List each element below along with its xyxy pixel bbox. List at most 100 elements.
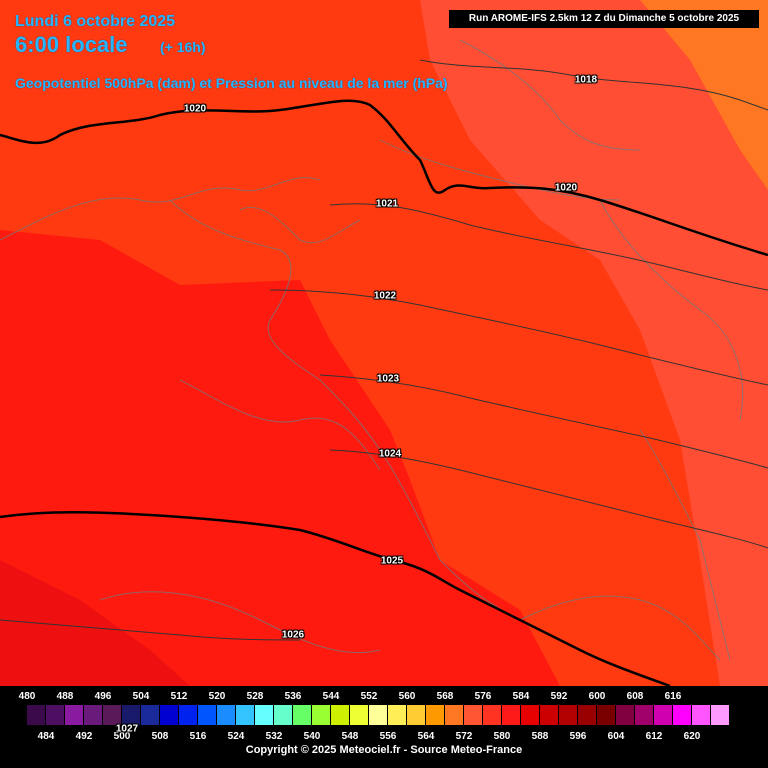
legend-cell <box>597 705 616 725</box>
parameter-title: Geopotentiel 500hPa (dam) et Pression au… <box>15 75 448 91</box>
legend-tick-bottom: 492 <box>75 731 93 742</box>
run-info: Run AROME-IFS 2.5km 12 Z du Dimanche 5 o… <box>449 10 759 28</box>
legend-tick-bottom: 588 <box>531 731 549 742</box>
zone-568 <box>640 0 768 190</box>
isobar-1024-line <box>329 449 768 549</box>
legend-tick-top: 528 <box>246 691 264 702</box>
isobar-label-1021: 1021 <box>375 198 399 210</box>
isobar-label-1020-west: 1020 <box>183 103 207 115</box>
legend-tick-top: 488 <box>56 691 74 702</box>
legend-cell <box>483 705 502 725</box>
legend-cell <box>46 705 65 725</box>
legend-cell <box>217 705 236 725</box>
legend-cell <box>331 705 350 725</box>
legend-cell <box>711 705 730 725</box>
legend-cell <box>293 705 312 725</box>
isobar-label-1023: 1023 <box>376 373 400 385</box>
legend-cell <box>578 705 597 725</box>
legend-tick-bottom: 500 <box>113 731 131 742</box>
legend-tick-bottom: 540 <box>303 731 321 742</box>
legend-cell <box>198 705 217 725</box>
legend-tick-top: 608 <box>626 691 644 702</box>
legend-tick-bottom: 580 <box>493 731 511 742</box>
legend-tick-top: 496 <box>94 691 112 702</box>
thick-isobars <box>0 99 768 688</box>
isobar-label-1022: 1022 <box>373 290 397 302</box>
legend-cell <box>521 705 540 725</box>
isobar-1026-line <box>0 619 301 641</box>
legend-tick-bottom: 596 <box>569 731 587 742</box>
legend-tick-bottom: 556 <box>379 731 397 742</box>
zone-584 <box>0 560 190 686</box>
legend-cell <box>426 705 445 725</box>
forecast-lead: (+ 16h) <box>160 39 206 55</box>
border-line-6 <box>519 595 721 661</box>
legend-cell <box>141 705 160 725</box>
legend-tick-top: 544 <box>322 691 340 702</box>
legend-cell <box>179 705 198 725</box>
legend-cell <box>654 705 673 725</box>
border-line-8 <box>459 39 641 151</box>
legend-tick-bottom: 548 <box>341 731 359 742</box>
legend-cell <box>160 705 179 725</box>
legend-cell <box>635 705 654 725</box>
coast-line-2 <box>169 199 321 381</box>
legend-tick-top: 600 <box>588 691 606 702</box>
border-line-7 <box>639 429 731 661</box>
border-line-4 <box>179 379 381 471</box>
isobar-1020-thick <box>0 99 768 257</box>
isobar-label-1024: 1024 <box>378 448 402 460</box>
legend-tick-top: 576 <box>474 691 492 702</box>
legend-cell <box>369 705 388 725</box>
zone-572 <box>420 0 768 686</box>
legend-cell <box>445 705 464 725</box>
legend-cell <box>673 705 692 725</box>
legend-tick-bottom: 516 <box>189 731 207 742</box>
legend-tick-bottom: 620 <box>683 731 701 742</box>
legend-cell <box>464 705 483 725</box>
legend-tick-top: 480 <box>18 691 36 702</box>
isobar-lines <box>0 59 768 641</box>
legend-cell <box>236 705 255 725</box>
isobar-1021-line <box>329 203 768 291</box>
legend-tick-top: 520 <box>208 691 226 702</box>
border-line-5 <box>99 591 381 654</box>
legend-cell <box>65 705 84 725</box>
legend-cell <box>692 705 711 725</box>
legend-tick-bottom: 564 <box>417 731 435 742</box>
legend-tick-bottom: 572 <box>455 731 473 742</box>
legend-cell <box>388 705 407 725</box>
legend-tick-top: 552 <box>360 691 378 702</box>
legend-cell <box>559 705 578 725</box>
legend-cell <box>407 705 426 725</box>
legend-tick-bottom: 612 <box>645 731 663 742</box>
coast-line-3 <box>319 379 521 621</box>
legend-cell <box>540 705 559 725</box>
copyright-notice: Copyright © 2025 Meteociel.fr - Source M… <box>245 744 523 756</box>
legend-cell <box>616 705 635 725</box>
legend-tick-bottom: 524 <box>227 731 245 742</box>
isobar-1018-line <box>419 59 768 111</box>
legend-tick-bottom: 484 <box>37 731 55 742</box>
isobar-label-1025: 1025 <box>380 555 404 567</box>
isobar-label-1020-east: 1020 <box>554 182 578 194</box>
legend-tick-top: 536 <box>284 691 302 702</box>
legend-cell <box>103 705 122 725</box>
border-line-3 <box>599 199 744 421</box>
legend-tick-top: 560 <box>398 691 416 702</box>
forecast-date: Lundi 6 octobre 2025 <box>15 13 176 30</box>
isobar-label-1027: 1027 <box>115 723 139 735</box>
coast-line-1 <box>0 177 321 241</box>
legend-cell <box>312 705 331 725</box>
legend-cell <box>502 705 521 725</box>
legend-tick-top: 584 <box>512 691 530 702</box>
legend-tick-bottom: 532 <box>265 731 283 742</box>
legend-tick-bottom: 508 <box>151 731 169 742</box>
legend-tick-bottom: 604 <box>607 731 625 742</box>
legend-cell <box>84 705 103 725</box>
legend-tick-top: 592 <box>550 691 568 702</box>
forecast-time: 6:00 locale <box>15 32 128 57</box>
legend-cell <box>27 705 46 725</box>
legend-cell <box>122 705 141 725</box>
